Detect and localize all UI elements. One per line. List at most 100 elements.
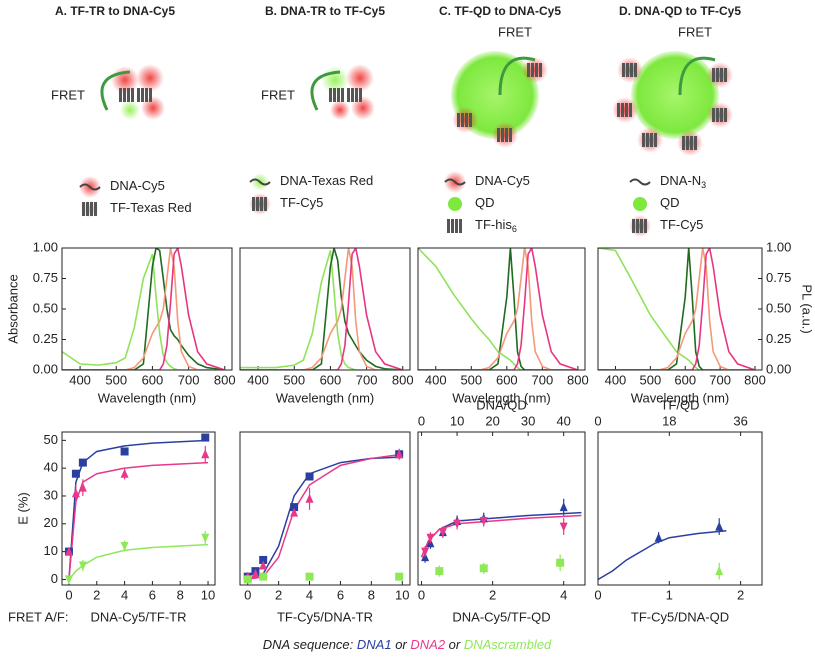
helix — [137, 88, 140, 102]
data-point — [78, 561, 87, 571]
data-point — [438, 528, 447, 538]
helix — [644, 219, 647, 233]
dna-icon — [79, 183, 101, 191]
glow — [351, 96, 375, 120]
panel-title: A. TF-TR to DNA-Cy5 — [55, 4, 175, 18]
helix — [535, 63, 538, 77]
x-tick-label: 4 — [121, 587, 128, 602]
legend-sub: 6 — [512, 224, 517, 234]
helix — [636, 219, 639, 233]
data-point — [479, 517, 488, 527]
spectrum-line — [240, 248, 403, 370]
x-tick-label: 6 — [337, 587, 344, 602]
spectrum-line — [418, 248, 578, 370]
helix — [690, 136, 693, 150]
helix — [724, 108, 727, 122]
spectrum-line — [418, 248, 579, 370]
y-axis-label: E (%) — [15, 492, 30, 525]
helix — [632, 219, 635, 233]
helix — [351, 88, 354, 102]
x-axis-label: DNA-Cy5/TF-TR — [90, 609, 186, 624]
x-tick-label: 0 — [418, 587, 425, 602]
legend-label: TF-his6 — [475, 217, 517, 234]
x-axis-label: Wavelength (nm) — [276, 390, 375, 405]
x-tick-label: 0 — [244, 587, 251, 602]
helix — [509, 128, 512, 142]
x-tick-label: 8 — [177, 587, 184, 602]
y2-tick-label: 0.75 — [766, 270, 791, 285]
footer-part: DNA sequence: — [263, 637, 357, 652]
x-tick-label: 500 — [639, 372, 661, 387]
x-tick-label: 2 — [275, 587, 282, 602]
fret-label: FRET — [261, 87, 295, 102]
x-tick-label: 2 — [737, 587, 744, 602]
x-tick-label: 400 — [69, 372, 91, 387]
qd-icon — [448, 197, 462, 211]
y-tick-label: 1.00 — [33, 239, 58, 254]
protein — [457, 113, 472, 127]
x-axis-label: Wavelength (nm) — [452, 390, 551, 405]
x2-tick-label: 30 — [521, 413, 535, 428]
x-tick-label: 2 — [489, 587, 496, 602]
data-point — [259, 572, 268, 581]
plot-frame — [239, 247, 411, 371]
helix — [447, 219, 450, 233]
helix — [712, 68, 715, 82]
protein — [347, 88, 362, 102]
footer-part: DNA2 — [410, 637, 445, 652]
helix — [625, 103, 628, 117]
legend-sub: 3 — [701, 180, 706, 190]
helix — [626, 63, 629, 77]
helix — [469, 113, 472, 127]
helix — [459, 219, 462, 233]
helix — [359, 88, 362, 102]
panel-title: B. DNA-TR to TF-Cy5 — [265, 4, 385, 18]
data-point — [290, 507, 299, 517]
spectrum-line — [418, 248, 578, 370]
spectrum-line — [62, 248, 225, 370]
x2-axis-label: DNA/QD — [476, 397, 527, 412]
data-point — [479, 564, 488, 573]
protein — [137, 88, 152, 102]
helix — [497, 128, 500, 142]
spectrum-line — [62, 248, 226, 370]
fit-line — [68, 461, 209, 580]
legend-label: DNA-Cy5 — [110, 178, 165, 193]
data-point — [395, 572, 404, 581]
y-tick-label: 50 — [44, 432, 58, 447]
y-tick-label: 30 — [44, 487, 58, 502]
fret-arrow — [310, 70, 341, 111]
helix — [86, 202, 89, 216]
x-tick-label: 500 — [105, 372, 127, 387]
panel-title: C. TF-QD to DNA-Cy5 — [439, 4, 561, 18]
spectrum-line — [240, 248, 404, 370]
fret-arrow — [100, 70, 131, 111]
helix — [131, 88, 134, 102]
plot-area — [62, 248, 226, 370]
protein — [527, 63, 542, 77]
helix — [539, 63, 542, 77]
data-point — [259, 555, 268, 564]
spectrum-line — [240, 250, 403, 370]
spectrum-line — [598, 248, 756, 370]
data-point — [64, 546, 73, 556]
fret-arrow — [498, 56, 536, 96]
y-tick-label: 0.75 — [33, 270, 58, 285]
x2-tick-label: 18 — [662, 413, 676, 428]
helix — [716, 108, 719, 122]
x-tick-label: 800 — [214, 372, 236, 387]
data-point — [559, 502, 568, 512]
footer: DNA sequence: DNA1 or DNA2 or DNAscrambl… — [263, 637, 552, 652]
dna-icon — [629, 178, 651, 186]
data-point — [78, 482, 87, 492]
legend-label: QD — [660, 195, 680, 210]
helix — [127, 88, 130, 102]
helix — [617, 103, 620, 117]
legend-label: DNA-Cy5 — [475, 173, 530, 188]
legend-text: DNA-N — [660, 173, 701, 188]
legend-label: TF-Cy5 — [280, 195, 323, 210]
helix — [531, 63, 534, 77]
legend-text: TF-Cy5 — [660, 217, 703, 232]
data-point — [78, 458, 87, 467]
helix — [501, 128, 504, 142]
